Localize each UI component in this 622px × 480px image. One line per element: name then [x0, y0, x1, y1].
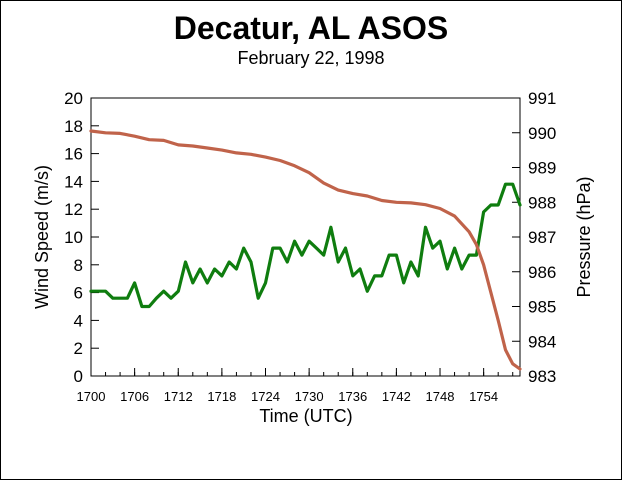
- series-group: [89, 129, 522, 371]
- y-left-tick-label: 10: [64, 228, 83, 247]
- x-tick-label: 1754: [469, 389, 498, 404]
- x-tick-label: 1730: [295, 389, 324, 404]
- x-tick-label: 1718: [207, 389, 236, 404]
- wind-speed-series-line: [89, 182, 522, 309]
- y-left-tick-label: 8: [74, 256, 83, 275]
- y-right-tick-label: 986: [528, 263, 556, 282]
- y-left-tick-label: 6: [74, 284, 83, 303]
- x-axis-ticks: 1700 1706 1712 1718 1724 1730 1736 1742 1748 1754: [77, 368, 514, 404]
- y-left-axis-label: Wind Speed (m/s): [32, 165, 52, 309]
- y-left-tick-label: 20: [64, 89, 83, 108]
- pressure-series-line: [89, 129, 522, 371]
- y-left-tick-label: 2: [74, 339, 83, 358]
- y-right-tick-label: 990: [528, 124, 556, 143]
- y-right-tick-label: 989: [528, 159, 556, 178]
- y-left-tick-label: 4: [74, 311, 83, 330]
- y-right-axis-label: Pressure (hPa): [574, 176, 594, 297]
- x-tick-label: 1700: [77, 389, 106, 404]
- x-tick-label: 1712: [164, 389, 193, 404]
- y-left-tick-label: 12: [64, 200, 83, 219]
- x-tick-label: 1748: [426, 389, 455, 404]
- x-tick-label: 1724: [251, 389, 280, 404]
- y-left-axis-ticks: 0 2 4 6 8 10 12 14 16 18 20: [64, 89, 99, 386]
- y-right-tick-label: 983: [528, 367, 556, 386]
- y-right-tick-label: 987: [528, 228, 556, 247]
- x-tick-label: 1736: [338, 389, 367, 404]
- y-right-tick-label: 991: [528, 89, 556, 108]
- y-right-tick-label: 985: [528, 298, 556, 317]
- y-left-tick-label: 14: [64, 172, 83, 191]
- chart-title: Decatur, AL ASOS: [173, 10, 449, 46]
- y-right-tick-label: 984: [528, 332, 556, 351]
- x-axis-label: Time (UTC): [259, 406, 352, 426]
- y-right-axis-ticks: 983 984 985 986 987 988 989 990 991: [512, 89, 556, 386]
- y-left-tick-label: 16: [64, 145, 83, 164]
- y-right-tick-label: 988: [528, 193, 556, 212]
- x-tick-label: 1706: [120, 389, 149, 404]
- x-tick-label: 1742: [382, 389, 411, 404]
- chart-subtitle: February 22, 1998: [237, 48, 385, 68]
- y-left-tick-label: 0: [74, 367, 83, 386]
- y-left-tick-label: 18: [64, 117, 83, 136]
